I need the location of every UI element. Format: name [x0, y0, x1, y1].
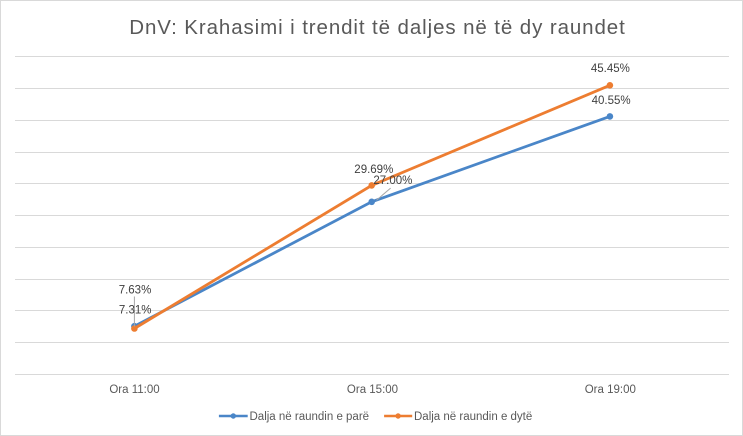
svg-text:29.69%: 29.69% [354, 164, 393, 176]
svg-text:7.31%: 7.31% [119, 305, 152, 317]
svg-text:DnV: Krahasimi i trendit të da: DnV: Krahasimi i trendit të daljes në të… [129, 16, 625, 39]
svg-text:27.00%: 27.00% [373, 175, 412, 187]
svg-text:7.63%: 7.63% [119, 285, 152, 297]
svg-text:45.45%: 45.45% [591, 63, 630, 75]
svg-text:Dalja në raundin e parë: Dalja në raundin e parë [250, 411, 370, 423]
svg-text:Ora 19:00: Ora 19:00 [585, 384, 636, 396]
svg-text:Ora 15:00: Ora 15:00 [347, 384, 398, 396]
svg-text:Dalja në raundin e dytë: Dalja në raundin e dytë [414, 411, 532, 423]
svg-text:Ora 11:00: Ora 11:00 [109, 384, 159, 396]
svg-text:40.55%: 40.55% [592, 95, 631, 107]
